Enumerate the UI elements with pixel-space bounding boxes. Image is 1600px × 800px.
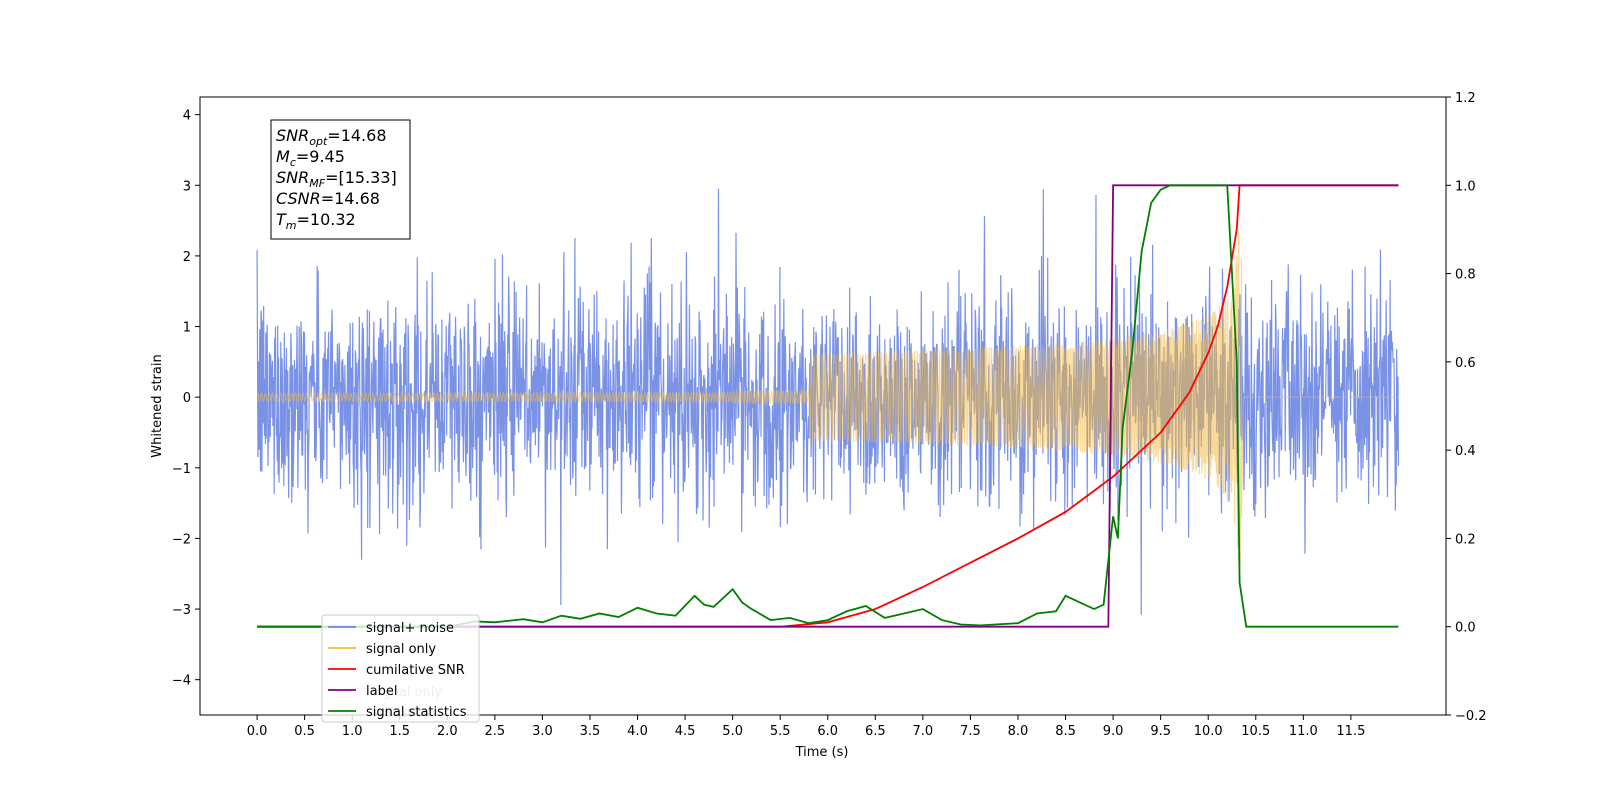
series-signal-only: [256, 231, 1399, 567]
right-y-tick-label: 0.4: [1455, 444, 1476, 459]
x-tick-label: 6.0: [817, 724, 838, 739]
left-y-tick-label: −2: [172, 532, 191, 547]
x-tick-label: 4.0: [627, 724, 648, 739]
x-axis-label: Time (s): [795, 745, 849, 760]
left-y-tick-label: 3: [183, 179, 191, 194]
x-tick-label: 1.0: [342, 724, 363, 739]
x-tick-label: 1.5: [389, 724, 410, 739]
right-y-tick-label: 0.8: [1455, 268, 1476, 283]
series-signal-statistics: [257, 184, 1399, 628]
x-tick-label: 5.5: [770, 724, 791, 739]
x-tick-label: 7.5: [960, 724, 981, 739]
right-y-tick-label: 1.2: [1455, 91, 1476, 106]
x-tick-label: 9.0: [1103, 724, 1124, 739]
annotation-variable: M: [276, 147, 290, 166]
left-y-tick-label: −3: [172, 603, 191, 618]
left-y-tick-label: −1: [172, 462, 191, 477]
legend-label: cumilative SNR: [366, 663, 465, 678]
right-y-axis: −0.2 0.0 0.2 0.4 0.6 0.8 1.0 1.2: [1446, 91, 1487, 724]
x-tick-label: 5.0: [722, 724, 743, 739]
x-tick-label: 0.5: [294, 724, 315, 739]
annotation-line: SNRopt=14.68: [276, 126, 387, 148]
annotation-value: =[15.33]: [325, 168, 397, 187]
annotation-value: =10.32: [297, 210, 356, 229]
legend-label: signal+ noise: [366, 621, 454, 636]
annotation-variable: SNR: [276, 126, 309, 145]
right-y-tick-label: 0.0: [1455, 621, 1476, 636]
x-tick-label: 2.0: [437, 724, 458, 739]
annotation-subscript: c: [290, 156, 296, 169]
annotation-variable: SNR: [276, 168, 309, 187]
right-y-tick-label: −0.2: [1455, 709, 1487, 724]
annotation-variable: T: [276, 210, 287, 229]
right-y-tick-label: 0.6: [1455, 356, 1476, 371]
annotation-value: =9.45: [296, 147, 345, 166]
x-tick-label: 11.0: [1289, 724, 1318, 739]
x-axis: 0.0 0.5 1.0 1.5 2.0 2.5 3.0 3.5 4.0 4.5 5.0 5.5 6.0 6…: [247, 715, 1365, 739]
annotation-line: CSNR=14.68: [276, 189, 380, 208]
x-tick-label: 10.0: [1194, 724, 1223, 739]
left-y-axis: −4 −3 −2 −1 0 1 2 3 4: [172, 109, 200, 689]
plot-frame: [199, 96, 1447, 716]
annotation-value: =14.68: [321, 189, 380, 208]
left-y-tick-label: −4: [172, 674, 191, 689]
left-y-tick-label: 4: [183, 109, 191, 124]
annotation-subscript: opt: [309, 135, 328, 148]
annotation-value: =14.68: [327, 126, 386, 145]
x-tick-label: 3.0: [532, 724, 553, 739]
left-y-tick-label: 0: [183, 391, 191, 406]
annotation-variable: CSNR: [276, 189, 321, 208]
plot-area: [256, 184, 1400, 628]
legend-label: label: [366, 684, 397, 699]
legend-label: signal only: [366, 642, 436, 657]
right-y-tick-label: 1.0: [1455, 179, 1476, 194]
x-tick-label: 8.5: [1055, 724, 1076, 739]
x-tick-label: 6.5: [865, 724, 886, 739]
x-tick-label: 3.5: [580, 724, 601, 739]
legend-label: signal statistics: [366, 705, 467, 720]
annotation-line: Tm=10.32: [276, 210, 356, 232]
x-tick-label: 2.5: [485, 724, 506, 739]
legend-frame: [321, 614, 480, 723]
x-tick-label: 4.5: [675, 724, 696, 739]
annotation-line: Mc=9.45: [276, 147, 345, 169]
legend: signal onlystatisticssignal+ noisesignal…: [321, 614, 480, 723]
left-y-tick-label: 2: [183, 250, 191, 265]
annotation-box: SNRopt=14.68Mc=9.45SNRMF=[15.33]CSNR=14.…: [270, 119, 411, 240]
right-y-tick-label: 0.2: [1455, 532, 1476, 547]
x-tick-label: 11.5: [1336, 724, 1365, 739]
x-tick-label: 8.0: [1008, 724, 1029, 739]
y-axis-label: Whitened strain: [150, 354, 165, 457]
x-tick-label: 9.5: [1150, 724, 1171, 739]
x-tick-label: 10.5: [1241, 724, 1270, 739]
x-tick-label: 0.0: [247, 724, 268, 739]
left-y-tick-label: 1: [183, 321, 191, 336]
x-tick-label: 7.0: [913, 724, 934, 739]
annotation-frame: [270, 119, 411, 240]
annotation-subscript: m: [286, 219, 297, 232]
annotation-subscript: MF: [309, 177, 325, 190]
annotation-line: SNRMF=[15.33]: [276, 168, 397, 190]
series-cumulative-snr: [257, 184, 1399, 628]
